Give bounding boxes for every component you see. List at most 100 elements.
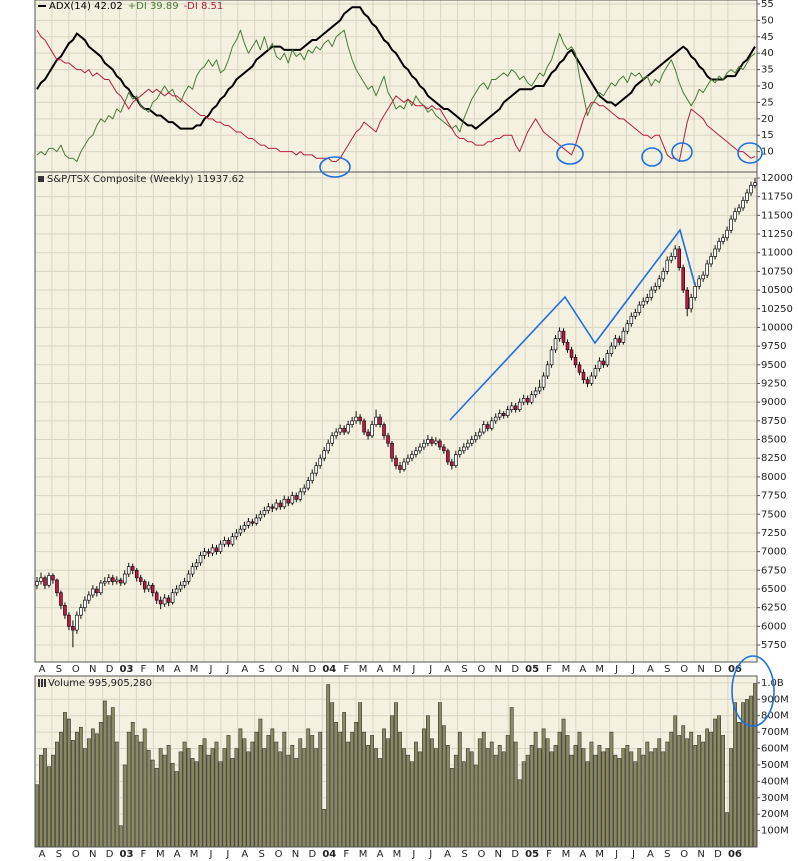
candle-body — [67, 614, 71, 627]
x-tick-label: 06 — [728, 664, 742, 675]
candle-body — [557, 330, 562, 339]
x-tick-label: 03 — [120, 849, 134, 860]
volume-bar — [370, 735, 374, 848]
candle-body — [450, 461, 454, 467]
candle-body — [629, 315, 634, 325]
volume-bar — [55, 741, 59, 848]
volume-bar — [214, 741, 219, 848]
y-tick-label: 1.0B — [761, 678, 784, 689]
candle-body — [601, 360, 606, 366]
volume-bar — [681, 725, 686, 848]
candle-body — [178, 584, 183, 590]
volume-bar — [597, 745, 602, 848]
volume-bar — [717, 715, 721, 848]
volume-bar — [685, 738, 690, 848]
title-icon — [38, 679, 40, 687]
volume-bar — [190, 758, 195, 848]
candle-body — [749, 185, 753, 194]
candle-body — [681, 267, 685, 291]
volume-bar — [633, 761, 638, 848]
x-tick-label: N — [495, 849, 502, 860]
candle-body — [585, 379, 590, 384]
volume-bar — [86, 738, 91, 848]
y-tick-label: 900M — [761, 694, 789, 705]
volume-bar — [497, 745, 502, 848]
chart-title: S&P/TSX Composite (Weekly) 11937.62 — [47, 174, 244, 185]
volume-bar — [745, 699, 749, 848]
x-tick-label: A — [579, 664, 586, 675]
candle-body — [573, 356, 578, 366]
candle-body — [489, 420, 494, 429]
candle-body — [697, 278, 701, 287]
candle-body — [509, 405, 514, 410]
x-tick-label: N — [495, 664, 502, 675]
volume-bar — [565, 735, 570, 848]
volume-bar — [422, 728, 426, 848]
x-tick-label: S — [664, 849, 670, 860]
candle-body — [234, 532, 239, 538]
chart-title: Volume 995,905,280 — [48, 678, 152, 689]
x-tick-label: J — [209, 664, 213, 675]
volume-bar — [154, 767, 159, 848]
x-tick-label: O — [680, 849, 688, 860]
volume-bar — [270, 728, 275, 848]
candle-body — [513, 405, 518, 410]
candle-body — [95, 588, 99, 594]
x-tick-label: M — [595, 664, 604, 675]
volume-bar — [609, 731, 614, 848]
x-tick-label: J — [428, 849, 432, 860]
x-tick-label: F — [546, 664, 552, 675]
x-tick-label: O — [275, 849, 283, 860]
candle-body — [605, 353, 610, 366]
annotation-ellipse — [737, 142, 763, 164]
candle-body — [693, 285, 697, 298]
volume-bar — [146, 749, 151, 848]
candle-body — [669, 256, 674, 261]
x-tick-label: D — [714, 664, 722, 675]
volume-bar — [394, 702, 398, 848]
annotation-ellipse — [671, 142, 693, 162]
x-tick-label: M — [595, 849, 604, 860]
volume-bar — [477, 738, 482, 848]
candle-body — [59, 592, 63, 606]
candle-body — [118, 579, 123, 584]
y-tick-label: 11000 — [761, 248, 793, 259]
volume-bar — [501, 751, 506, 848]
x-tick-label: D — [106, 664, 114, 675]
volume-bar — [577, 731, 582, 848]
candle-body — [673, 248, 678, 257]
candle-body — [286, 498, 291, 504]
volume-bar — [186, 748, 191, 848]
candle-body — [338, 427, 342, 433]
x-tick-label: A — [647, 664, 654, 675]
volume-bar — [206, 754, 211, 848]
x-tick-label: D — [309, 849, 317, 860]
candle-body — [561, 330, 566, 343]
y-tick-label: 7000 — [761, 547, 786, 558]
candle-body — [298, 491, 303, 500]
volume-bar — [453, 754, 458, 848]
candle-body — [657, 278, 662, 287]
candle-body — [438, 440, 442, 448]
y-tick-label: 500M — [761, 760, 789, 771]
volume-bar — [118, 825, 123, 848]
volume-bar — [374, 748, 378, 848]
volume-bar — [198, 745, 203, 848]
x-tick-label: S — [664, 664, 670, 675]
y-tick-label: 12000 — [761, 173, 793, 184]
candle-body — [653, 285, 658, 291]
volume-bar — [629, 751, 634, 848]
volume-bar — [290, 745, 295, 848]
y-tick-label: 800M — [761, 711, 789, 722]
volume-bar — [342, 712, 347, 848]
volume-bar — [505, 735, 510, 848]
candle-body — [617, 338, 622, 343]
volume-bar — [138, 741, 143, 848]
candle-body — [537, 386, 542, 392]
candle-body — [154, 592, 159, 601]
volume-bar — [286, 754, 291, 848]
volume-bar — [178, 751, 183, 848]
volume-bar — [605, 748, 610, 848]
x-tick-label: D — [511, 849, 519, 860]
